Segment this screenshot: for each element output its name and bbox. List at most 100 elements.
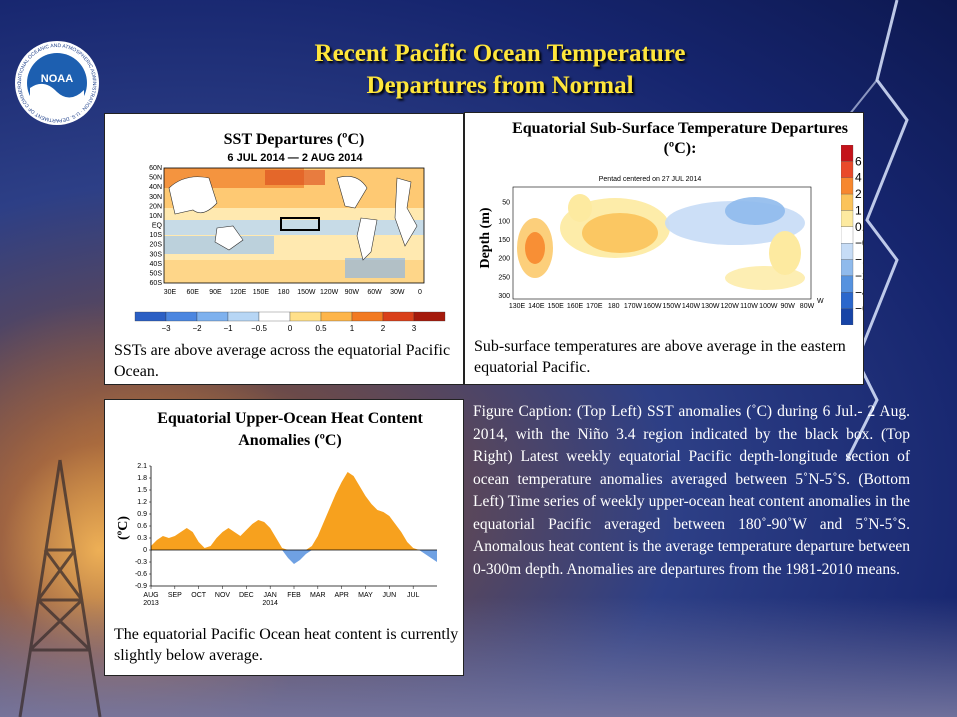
subsurface-colorbar-label: 2	[855, 187, 862, 201]
sst-lon-label: 60E	[186, 289, 199, 296]
sst-lon-label: 0	[418, 289, 422, 296]
page-title: Recent Pacific Ocean Temperature Departu…	[220, 38, 780, 102]
subsurface-colorbar-swatch	[841, 308, 854, 325]
heat-xtick-label: APR	[334, 592, 348, 599]
subsurface-colorbar-labels: 6 4 2 1 0.5 −0.5 −1 −2 −4 −6	[855, 154, 863, 316]
subsurface-colorbar-label: −4	[855, 285, 863, 299]
subsurface-lon-label: 140W	[682, 303, 701, 310]
sst-colorbar-label: −2	[192, 324, 202, 333]
subsurface-caption: Sub-surface temperatures are above avera…	[474, 338, 846, 376]
heat-positive-area	[151, 472, 437, 550]
heat-xtick-label: DEC	[239, 592, 254, 599]
subsurface-ylabel: Depth (m)	[478, 207, 493, 268]
sst-lat-label: 30S	[150, 251, 163, 258]
sst-colorbar-swatch	[196, 311, 229, 322]
sst-lon-label: 150W	[297, 289, 316, 296]
tower-silhouette	[18, 459, 102, 717]
subsurface-depth-label: 200	[498, 256, 510, 263]
sst-lon-label: 30W	[390, 289, 405, 296]
sst-lat-label: 10S	[150, 232, 163, 239]
heat-ytick-label: 1.8	[137, 475, 147, 482]
sst-lon-label: 150E	[253, 289, 270, 296]
noaa-logo: NOAA NATIONAL OCEANIC AND ATMOSPHERIC AD…	[14, 40, 99, 125]
heat-ytick-label: 1.5	[137, 487, 147, 494]
subsurface-panel: Equatorial Sub-Surface Temperature Depar…	[464, 112, 864, 385]
subsurface-plot: Depth (m) Pentad centered on 27 JUL 2014…	[478, 176, 824, 310]
sst-colorbar-swatch	[289, 311, 322, 322]
sst-lon-label: 60W	[367, 289, 382, 296]
subsurface-lon-label: 90W	[780, 303, 795, 310]
sst-colorbar-label: −3	[161, 324, 171, 333]
sst-lon-label: 120E	[230, 289, 247, 296]
subsurface-lon-label: 110W	[740, 303, 758, 310]
sst-lat-label: 30N	[149, 194, 162, 201]
subsurface-lon-label: 150W	[663, 303, 682, 310]
heat-title-line-1: Equatorial Upper-Ocean Heat Content	[157, 410, 423, 427]
heat-ytick-label: 0.6	[137, 523, 147, 530]
sst-colorbar-swatch	[320, 311, 353, 322]
heat-ytick-label: 2.1	[137, 463, 147, 470]
sst-title: SST Departures (ºC)	[223, 131, 365, 148]
sst-caption: SSTs are above average across the equato…	[114, 342, 451, 380]
subsurface-depth-label: 300	[498, 293, 510, 300]
sst-lat-label: 40S	[150, 261, 163, 268]
sst-lon-label: 30E	[164, 289, 177, 296]
sst-colorbar-label: 3	[412, 324, 417, 333]
sst-colorbar-label: 2	[381, 324, 386, 333]
figure-caption: Figure Caption: (Top Left) SST anomalies…	[473, 403, 910, 578]
sst-lat-label: EQ	[152, 223, 163, 230]
sst-lon-label: 90W	[345, 289, 360, 296]
heat-caption: The equatorial Pacific Ocean heat conten…	[114, 626, 459, 664]
heat-xtick-label: JUL	[407, 592, 420, 599]
sst-date-range: 6 JUL 2014 — 2 AUG 2014	[227, 152, 363, 164]
heat-ytick-label: -0.9	[135, 583, 147, 590]
heat-xtick-label: MAY	[358, 592, 373, 599]
heat-ytick-label: 0.9	[137, 511, 147, 518]
sst-lat-label: 60N	[149, 165, 162, 172]
heat-ytick-label: 0	[143, 547, 147, 554]
subsurface-lon-label: 170W	[624, 303, 643, 310]
subsurface-plot-title: Pentad centered on 27 JUL 2014	[599, 176, 702, 183]
subsurface-title: Equatorial Sub-Surface Temperature Depar…	[512, 120, 848, 157]
sst-lat-label: 50S	[150, 270, 163, 277]
heat-xtick-label: MAR	[310, 592, 326, 599]
subsurface-lon-label: 80W	[800, 303, 815, 310]
subsurface-lon-label: 150E	[547, 303, 564, 310]
subsurface-depth-label: 50	[502, 200, 510, 207]
subsurface-colorbar-label: −2	[855, 269, 863, 283]
heat-xtick-label: JUN	[383, 592, 397, 599]
subsurface-lon-label: 160W	[643, 303, 662, 310]
heat-xtick-label: FEB	[287, 592, 301, 599]
sst-colorbar-swatch	[413, 311, 446, 322]
sst-lat-label: 20S	[150, 242, 163, 249]
sst-lat-label: 10N	[149, 213, 162, 220]
subsurface-lon-label: 130E	[509, 303, 526, 310]
logo-text: NOAA	[41, 73, 73, 85]
subsurface-colorbar-label: 6	[855, 154, 862, 168]
title-line-2: Departures from Normal	[366, 72, 634, 99]
subsurface-colorbar-label: −1	[855, 253, 863, 267]
subsurface-colorbar-label: 4	[855, 171, 862, 185]
subsurface-lon-label: 130W	[701, 303, 720, 310]
heat-panel: Equatorial Upper-Ocean Heat Content Anom…	[104, 399, 464, 676]
heat-ytick-label: 0.3	[137, 535, 147, 542]
sst-colorbar-label: 1	[350, 324, 355, 333]
sst-colorbar-label: 0.5	[315, 324, 327, 333]
sst-colorbar-swatch	[165, 311, 198, 322]
subsurface-lon-label: 180	[608, 303, 620, 310]
sst-lon-label: 120W	[320, 289, 339, 296]
heat-xtick-label: AUG	[143, 592, 158, 599]
heat-ytick-label: -0.6	[135, 571, 147, 578]
subsurface-lon-suffix: W	[817, 298, 824, 305]
subsurface-depth-label: 250	[498, 274, 510, 281]
heat-xtick-label: NOV	[215, 592, 231, 599]
nino34-box	[280, 217, 320, 231]
heat-xtick-label: OCT	[191, 592, 207, 599]
subsurface-colorbar-label: −6	[855, 302, 863, 316]
heat-negative-area	[151, 550, 437, 564]
subsurface-depth-label: 150	[498, 237, 510, 244]
sst-lon-label: 90E	[209, 289, 222, 296]
subsurface-colorbar-label: 0.5	[855, 220, 863, 234]
sst-colorbar-label: 0	[288, 324, 293, 333]
heat-ytick-label: 1.2	[137, 499, 147, 506]
